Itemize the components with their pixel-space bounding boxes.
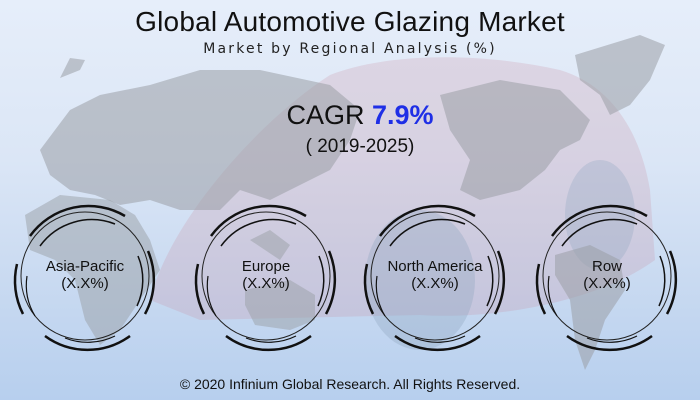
region-europe: Europe (X.X%) bbox=[186, 196, 346, 356]
ring-decoration-icon bbox=[535, 204, 678, 352]
ring-decoration-icon bbox=[363, 204, 506, 352]
page-title: Global Automotive Glazing Market bbox=[135, 6, 565, 37]
region-north-america: North America (X.X%) bbox=[355, 196, 515, 356]
cagr-line: CAGR 7.9% bbox=[0, 100, 700, 131]
region-share: (X.X%) bbox=[583, 275, 631, 292]
region-share: (X.X%) bbox=[61, 275, 109, 292]
region-name: Europe bbox=[241, 258, 291, 275]
cagr-period: ( 2019-2025) bbox=[305, 136, 415, 157]
ring-decoration-icon bbox=[13, 204, 156, 352]
page-subtitle: Market by Regional Analysis (%) bbox=[203, 41, 497, 57]
region-row: Row (X.X%) bbox=[527, 196, 687, 356]
cagr-label: CAGR bbox=[286, 100, 365, 130]
region-share: (X.X%) bbox=[411, 275, 459, 292]
region-name: Row bbox=[591, 258, 622, 275]
region-share: (X.X%) bbox=[242, 275, 290, 292]
region-name: North America bbox=[387, 258, 483, 275]
cagr-value: 7.9% bbox=[371, 100, 434, 130]
copyright-footer: © 2020 Infinium Global Research. All Rig… bbox=[179, 376, 521, 392]
region-name: Asia-Pacific bbox=[45, 258, 125, 275]
ring-decoration-icon bbox=[194, 204, 337, 352]
region-asia-pacific: Asia-Pacific (X.X%) bbox=[5, 196, 165, 356]
